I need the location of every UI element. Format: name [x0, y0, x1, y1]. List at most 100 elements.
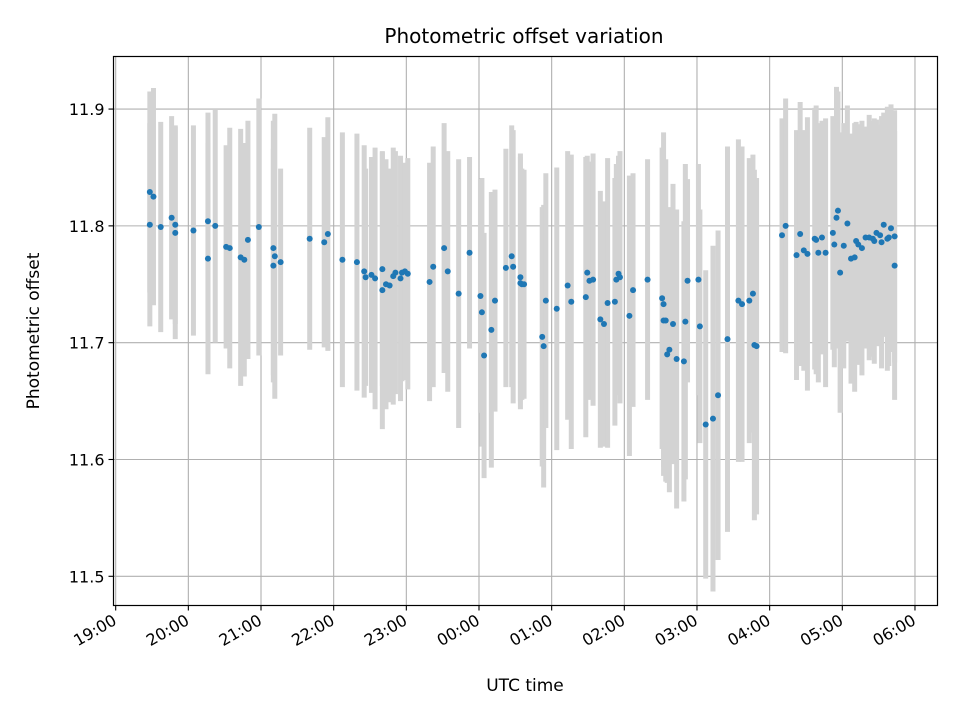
data-point: [779, 232, 786, 239]
y-axis: 11.5 11.6 11.7 11.8 11.9: [69, 100, 114, 586]
y-tick-label: 11.7: [69, 334, 105, 353]
data-point: [887, 225, 894, 232]
data-point: [362, 274, 369, 281]
data-point: [644, 276, 651, 283]
data-point: [444, 268, 451, 275]
data-point: [590, 276, 597, 283]
data-point: [797, 231, 804, 238]
data-point: [739, 301, 746, 308]
data-point: [190, 227, 197, 234]
data-point: [372, 275, 379, 282]
data-point: [680, 358, 687, 365]
data-point: [891, 233, 898, 240]
data-point: [430, 263, 437, 270]
data-point: [831, 241, 838, 248]
y-axis-title: Photometric offset: [24, 252, 44, 409]
data-point: [339, 256, 346, 263]
data-point: [815, 249, 822, 256]
data-point: [426, 278, 433, 285]
data-point: [321, 239, 328, 246]
data-point: [804, 250, 811, 257]
x-axis-title: UTC time: [486, 676, 564, 696]
data-point: [871, 238, 878, 245]
data-point: [782, 222, 789, 229]
data-point: [491, 297, 498, 304]
data-point: [885, 234, 892, 241]
data-point: [662, 317, 669, 324]
data-point: [255, 224, 262, 231]
data-point: [146, 221, 153, 228]
data-point: [746, 297, 753, 304]
data-point: [150, 193, 157, 200]
data-point: [844, 220, 851, 227]
data-point: [851, 254, 858, 261]
data-point: [386, 282, 393, 289]
data-point: [204, 255, 211, 262]
data-point: [664, 351, 671, 358]
data-point: [353, 259, 360, 266]
data-point: [508, 253, 515, 260]
data-point: [244, 236, 251, 243]
data-point: [539, 333, 546, 340]
data-point: [880, 221, 887, 228]
data-point: [146, 188, 153, 195]
data-point: [241, 256, 248, 263]
data-point: [478, 309, 485, 316]
plot-frame: [112, 55, 939, 607]
data-point: [455, 290, 462, 297]
data-point: [441, 245, 448, 252]
data-point: [818, 234, 825, 241]
data-point: [542, 297, 549, 304]
data-point: [630, 287, 637, 294]
data-point: [793, 252, 800, 259]
data-point: [226, 245, 233, 252]
data-point: [564, 282, 571, 289]
data-point: [172, 221, 179, 228]
y-tick-label: 11.6: [69, 450, 105, 469]
data-point: [361, 268, 368, 275]
y-tick-label: 11.5: [69, 567, 105, 586]
data-point: [481, 352, 488, 359]
data-point: [597, 316, 604, 323]
chart-title: Photometric offset variation: [384, 24, 663, 48]
data-point: [604, 299, 611, 306]
data-point: [666, 346, 673, 353]
data-point: [749, 290, 756, 297]
data-point: [834, 207, 841, 214]
y-tick-label: 11.8: [69, 217, 105, 236]
data-point: [660, 301, 667, 308]
data-point: [502, 264, 509, 271]
data-point: [271, 253, 278, 260]
data-point: [702, 421, 709, 428]
data-point: [715, 392, 722, 399]
y-tick-label: 11.9: [69, 100, 105, 119]
data-point: [822, 249, 829, 256]
data-point: [204, 218, 211, 225]
data-point: [840, 242, 847, 249]
data-point: [172, 229, 179, 236]
data-point: [813, 236, 820, 243]
data-point: [682, 318, 689, 325]
data-point: [673, 356, 680, 363]
data-point: [404, 270, 411, 277]
data-point: [600, 320, 607, 327]
data-point: [584, 269, 591, 276]
data-point: [626, 312, 633, 319]
data-point: [878, 239, 885, 246]
data-point: [168, 214, 175, 221]
data-point: [858, 245, 865, 252]
data-point: [212, 222, 219, 229]
data-point: [521, 281, 528, 288]
data-point: [510, 263, 517, 270]
data-point: [611, 298, 618, 305]
data-point: [466, 249, 473, 256]
data-point: [324, 231, 331, 238]
data-point: [724, 336, 731, 343]
data-point: [568, 298, 575, 305]
data-point: [582, 294, 589, 301]
data-point: [709, 415, 716, 422]
data-point: [306, 235, 313, 242]
data-point: [379, 287, 386, 294]
data-point: [397, 275, 404, 282]
data-point: [829, 229, 836, 236]
